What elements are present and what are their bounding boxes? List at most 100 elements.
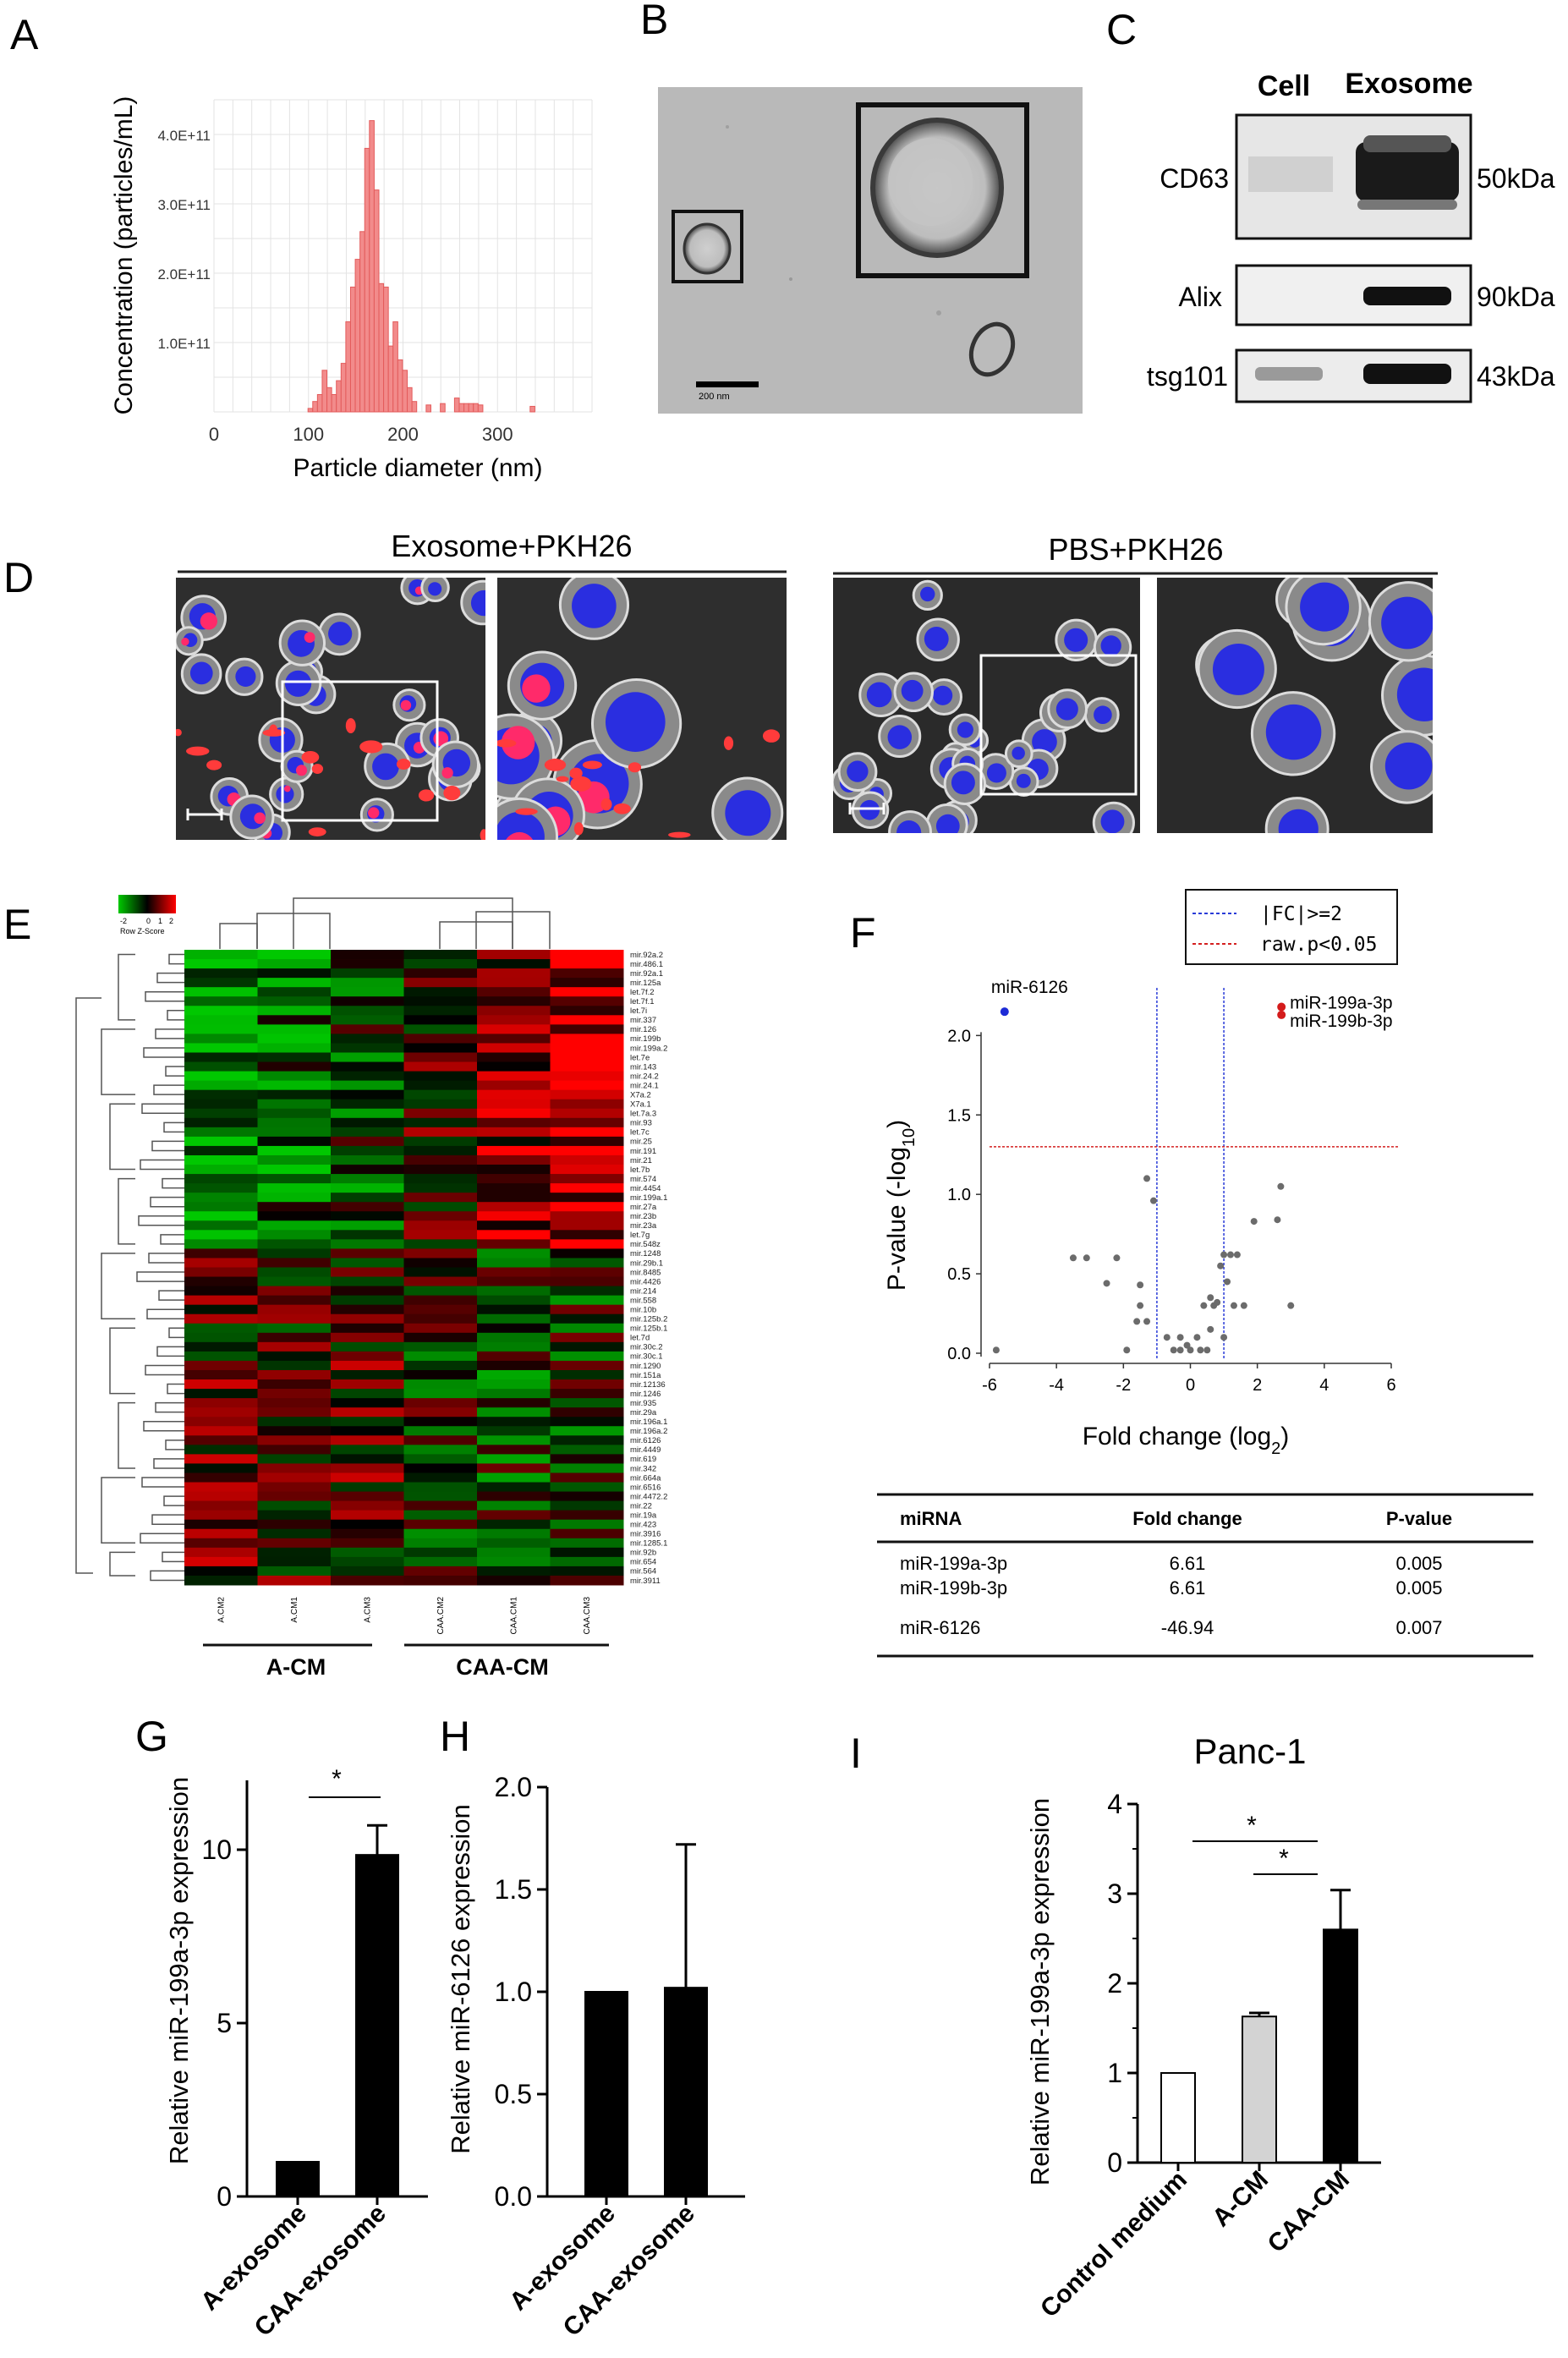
heatmap-cell xyxy=(184,1239,258,1249)
heatmap-column-label: A.CM3 xyxy=(363,1597,372,1623)
zscore-tick-1: 1 xyxy=(158,917,162,925)
heatmap-cell xyxy=(331,1313,404,1324)
panel-f-volcano: |FC|>=2 raw.p<0.05 0.0 0.5 1.0 1.5 2.0 -6 -4 -2… xyxy=(883,889,1400,1458)
heatmap-cell xyxy=(257,1454,332,1464)
row-dendrogram-branch xyxy=(136,1271,184,1282)
volcano-point xyxy=(1113,1254,1121,1262)
y-tick-label: 2.0 xyxy=(495,1772,532,1802)
x-tick-label: Control medium xyxy=(1035,2166,1192,2323)
pkh26-debris xyxy=(573,822,584,836)
heatmap-cell xyxy=(331,1089,404,1100)
heatmap-cell xyxy=(477,1566,551,1577)
heatmap-cell xyxy=(331,1351,404,1362)
pkh26-signal xyxy=(522,674,551,703)
y-tick-label: 4.0E+11 xyxy=(157,128,211,144)
heatmap-cell xyxy=(257,1519,332,1530)
heatmap-row-label: mir.8485 xyxy=(630,1268,661,1277)
heatmap-cell xyxy=(184,1445,258,1455)
cell-nucleus xyxy=(1100,809,1125,833)
heatmap-cell xyxy=(403,1145,478,1156)
row-dendrogram-branch xyxy=(109,1327,135,1395)
row-dendrogram-branch xyxy=(143,1047,184,1058)
volcano-point xyxy=(1149,1197,1157,1204)
heatmap-column-label: A.CM2 xyxy=(217,1597,226,1623)
histogram-bar xyxy=(425,404,431,413)
row-dendrogram-branch xyxy=(158,1290,184,1301)
heatmap-cell xyxy=(331,1145,404,1156)
heatmap-cell xyxy=(257,1304,332,1315)
heatmap-cell xyxy=(477,1528,551,1539)
blot-col-cell: Cell xyxy=(1258,70,1310,102)
histogram-bar xyxy=(411,401,418,413)
heatmap-cell xyxy=(550,1071,624,1082)
heatmap-cell xyxy=(550,1304,624,1315)
heatmap-cell xyxy=(477,1332,551,1343)
heatmap-cell xyxy=(184,1117,258,1128)
heatmap-cell xyxy=(184,1220,258,1231)
pkh26-debris xyxy=(569,767,583,779)
heatmap-row-label: mir.4426 xyxy=(630,1277,661,1286)
heatmap-cell xyxy=(477,1323,551,1334)
heatmap-cell xyxy=(403,987,478,997)
scale-bar-label: 200 nm xyxy=(699,392,730,402)
heatmap-cell xyxy=(184,1379,258,1390)
group-label-a-cm: A-CM xyxy=(266,1654,326,1680)
heatmap-cell xyxy=(257,1220,332,1231)
point-label-mir-199a: miR-199a-3p xyxy=(1290,994,1392,1013)
heatmap-cell xyxy=(550,1313,624,1324)
pkh26-debris xyxy=(544,759,567,771)
cell-nucleus xyxy=(935,814,960,833)
heatmap-cell xyxy=(257,1445,332,1455)
panel-letter-d: D xyxy=(3,554,34,601)
heatmap-cell xyxy=(403,1015,478,1025)
histogram-bar xyxy=(336,380,342,413)
volcano-point xyxy=(1200,1302,1208,1309)
pkh26-debris xyxy=(515,808,538,815)
heatmap-cell xyxy=(184,1435,258,1445)
heatmap-row-label: mir.125b.2 xyxy=(630,1315,667,1324)
cell-nucleus xyxy=(896,820,922,833)
heatmap-cell xyxy=(184,1313,258,1324)
heatmap-cell xyxy=(331,1052,404,1063)
heatmap-cell xyxy=(550,1015,624,1025)
heatmap-cell xyxy=(550,1360,624,1371)
heatmap-row-label: mir.29a xyxy=(630,1408,657,1418)
heatmap-cell xyxy=(403,1230,478,1240)
heatmap-cell xyxy=(477,968,551,979)
heatmap-cell xyxy=(331,1258,404,1268)
histogram-bar xyxy=(316,394,323,413)
heatmap-cell xyxy=(477,1510,551,1521)
cell-nucleus xyxy=(957,721,973,738)
heatmap-cell xyxy=(331,1575,404,1586)
heatmap-cell xyxy=(257,1286,332,1297)
heatmap-row-label: mir.654 xyxy=(630,1558,656,1567)
heatmap-cell xyxy=(184,1369,258,1380)
heatmap-cell xyxy=(477,1463,551,1473)
cell-nucleus xyxy=(605,692,666,752)
heatmap-cell xyxy=(184,978,258,988)
heatmap-cell xyxy=(550,987,624,997)
heatmap-cell xyxy=(257,1426,332,1436)
volcano-axes: 0.0 0.5 1.0 1.5 2.0 -6 -4 -2 0 2 4 6 xyxy=(947,988,1400,1395)
heatmap-cell xyxy=(257,1136,332,1147)
cell-nucleus xyxy=(470,590,485,617)
row-dendrogram-branch xyxy=(141,1103,184,1115)
volcano-point xyxy=(1170,1346,1177,1354)
heatmap-cell xyxy=(477,1193,551,1203)
heatmap-cell xyxy=(550,1538,624,1549)
row-dendrogram-branch xyxy=(140,1533,184,1544)
heatmap-cell xyxy=(550,1174,624,1184)
heatmap-cell xyxy=(257,1165,332,1175)
heatmap-cell xyxy=(477,1220,551,1231)
heatmap-cell xyxy=(257,1117,332,1128)
heatmap-cell xyxy=(331,1099,404,1110)
heatmap-cell xyxy=(257,1369,332,1380)
heatmap-cell xyxy=(331,1463,404,1473)
row-dendrogram-branch xyxy=(163,1121,184,1133)
heatmap-cell xyxy=(184,1193,258,1203)
panel-b-tem-image: 200 nm xyxy=(658,87,1083,414)
heatmap-cell xyxy=(403,1379,478,1390)
volcano-point xyxy=(1233,1251,1241,1259)
heatmap-cell xyxy=(257,987,332,997)
